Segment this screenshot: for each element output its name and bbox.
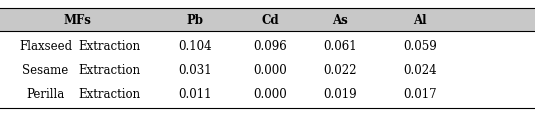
Text: Perilla: Perilla <box>26 87 65 100</box>
Text: Sesame: Sesame <box>22 63 68 76</box>
Text: Extraction: Extraction <box>79 87 141 100</box>
Text: Extraction: Extraction <box>79 63 141 76</box>
Text: As: As <box>332 14 348 27</box>
Text: 0.000: 0.000 <box>253 87 287 100</box>
Text: MFs: MFs <box>64 14 91 27</box>
Text: 0.011: 0.011 <box>179 87 212 100</box>
Text: 0.024: 0.024 <box>403 63 437 76</box>
Text: 0.022: 0.022 <box>323 63 356 76</box>
Text: 0.019: 0.019 <box>323 87 356 100</box>
Text: Al: Al <box>413 14 427 27</box>
Text: 0.059: 0.059 <box>403 39 437 52</box>
Bar <box>0 9 535 32</box>
Text: 0.061: 0.061 <box>323 39 356 52</box>
Text: 0.017: 0.017 <box>403 87 437 100</box>
Text: 0.031: 0.031 <box>179 63 212 76</box>
Text: Pb: Pb <box>187 14 204 27</box>
Text: Flaxseed: Flaxseed <box>19 39 72 52</box>
Text: 0.104: 0.104 <box>179 39 212 52</box>
Text: 0.000: 0.000 <box>253 63 287 76</box>
Text: Cd: Cd <box>262 14 279 27</box>
Text: 0.096: 0.096 <box>253 39 287 52</box>
Text: Extraction: Extraction <box>79 39 141 52</box>
